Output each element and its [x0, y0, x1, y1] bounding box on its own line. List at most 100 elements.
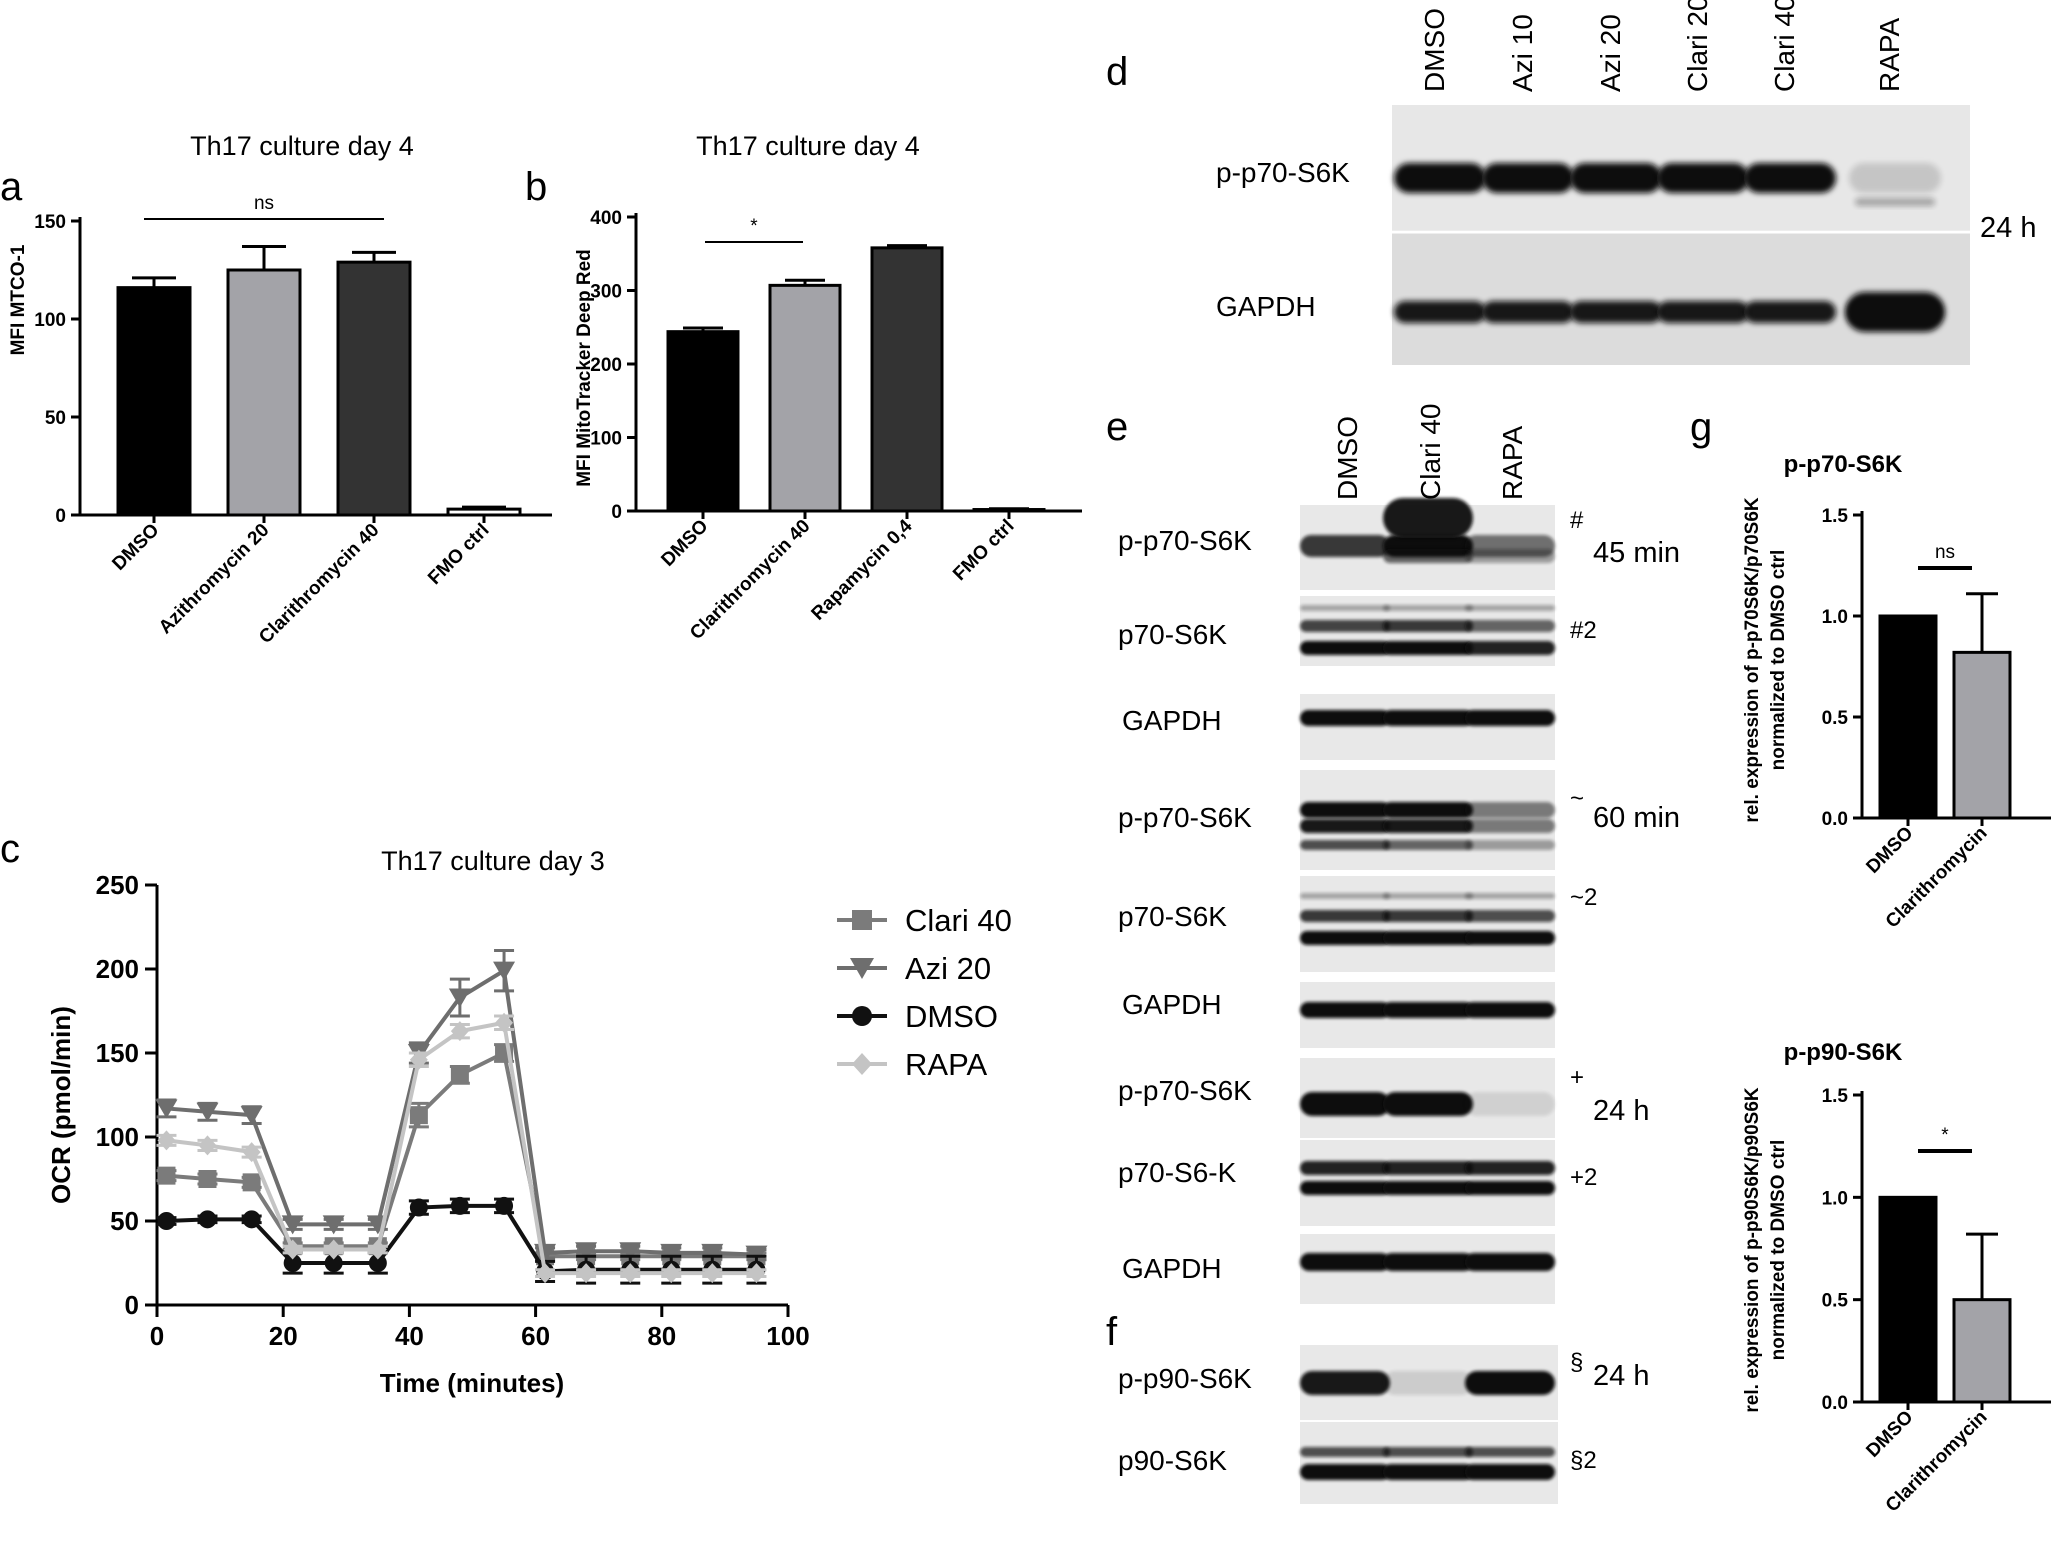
- blot-f-band-p90tot-0: [1300, 1464, 1390, 1480]
- chart-c: Th17 culture day 3 Time (minutes) OCR (p…: [46, 846, 1012, 1398]
- chart-g-bottom-ytick-label-3: 1.5: [1822, 1086, 1849, 1107]
- blot-e-band-3-2-0: [1300, 840, 1390, 850]
- blot-e-band-4-1-1: [1383, 931, 1473, 945]
- blot-e-band-1-2-0: [1300, 605, 1390, 611]
- chart-c-title: Th17 culture day 3: [381, 846, 605, 876]
- chart-c-series-clari-40-legend-label: Clari 40: [905, 903, 1012, 938]
- blot-d-band-gapdh-0: [1394, 301, 1486, 323]
- chart-c-series-rapa-point-0: [157, 1130, 176, 1151]
- chart-b-bar-1: [768, 283, 842, 513]
- chart-c-xlabel: Time (minutes): [380, 1368, 564, 1398]
- blot-e-band-5-0-1: [1383, 1002, 1473, 1018]
- chart-c-series-rapa-point-3: [283, 1239, 302, 1260]
- chart-c-series-rapa-point-12: [662, 1263, 681, 1284]
- chart-b-category-label-3: FMO ctrl: [949, 516, 1018, 585]
- blot-f-band-p90tot-upper-0: [1300, 1447, 1390, 1457]
- blot-e-band-3-0-0: [1300, 802, 1390, 818]
- blot-e-band-6-0-0: [1300, 1092, 1390, 1116]
- chart-c-series-azi-20-point-8: [493, 961, 516, 981]
- chart-a-ytick-label-2: 100: [34, 310, 66, 331]
- chart-c-series-dmso-point-7: [450, 1196, 469, 1215]
- blot-d-lane-label-4: Clari 40: [1769, 0, 1800, 92]
- blot-d-time: 24 h: [1980, 212, 2036, 244]
- chart-a-title: Th17 culture day 4: [190, 131, 414, 161]
- chart-c-ytick-label-4: 200: [96, 954, 139, 984]
- blot-d-band-gapdh-1: [1482, 301, 1574, 323]
- chart-g-top: p-p70-S6K 0.00.51.01.5DMSOClarithromycin…: [1784, 451, 2051, 932]
- blot-e-marker-hash: #: [1570, 507, 1584, 534]
- chart-g-top-bar-1: [1952, 650, 2012, 820]
- chart-a-ytick-label-1: 50: [45, 408, 66, 429]
- chart-c-series-rapa-point-13: [703, 1263, 722, 1284]
- chart-c-series-rapa-legend-marker: [852, 1053, 872, 1075]
- blot-f-strip-1: [1300, 1422, 1558, 1504]
- chart-b-bar-3: [972, 508, 1046, 513]
- chart-c-series-clari-40-point-0: [157, 1166, 176, 1185]
- chart-g-bottom-ytick-label-2: 1.0: [1822, 1188, 1848, 1209]
- blot-e-band-5-0-0: [1300, 1002, 1390, 1018]
- blot-d: p-p70-S6K GAPDH 24 h DMSO Azi 10 Azi 20 Cla…: [1216, 0, 2036, 365]
- blot-e-band-1-0-1: [1383, 620, 1473, 632]
- blot-e-row-label-8: GAPDH: [1122, 1253, 1222, 1284]
- blot-e-marker-plus2: +2: [1570, 1164, 1597, 1191]
- chart-c-ylabel: OCR (pmol/min): [46, 1006, 76, 1204]
- chart-g-bottom-bar-0: [1878, 1195, 1938, 1404]
- blot-d-band-p70-4: [1744, 163, 1836, 193]
- chart-g-top-ytick-label-2: 1.0: [1822, 607, 1848, 628]
- chart-c-series-rapa: [156, 1012, 767, 1284]
- chart-b-ytick-label-1: 100: [590, 429, 622, 450]
- chart-b-ytick-label-3: 300: [590, 282, 622, 303]
- blot-e-row-label-5: GAPDH: [1122, 989, 1222, 1020]
- chart-g-top-ytick-label-0: 0.0: [1822, 809, 1848, 830]
- chart-c-series-rapa-point-5: [368, 1239, 387, 1260]
- chart-c-series-azi-20-point-4: [322, 1215, 345, 1235]
- chart-c-series-dmso-legend-marker: [852, 1006, 872, 1026]
- chart-a-significance-label-0: ns: [254, 193, 274, 214]
- blot-e-marker-hash2: #2: [1570, 617, 1597, 644]
- blot-e-row-label-2: GAPDH: [1122, 705, 1222, 736]
- chart-c-series-rapa-point-4: [324, 1239, 343, 1260]
- blot-e-band-0-1-2: [1465, 549, 1555, 563]
- blot-d-row-label-0: p-p70-S6K: [1216, 157, 1350, 188]
- chart-c-series-rapa-point-10: [577, 1263, 596, 1284]
- chart-g-bottom-significance-label-0: *: [1941, 1125, 1949, 1146]
- blot-e-band-3-2-1: [1383, 840, 1473, 850]
- chart-c-xtick-label-0: 0: [150, 1321, 164, 1351]
- blot-d-band-gapdh-4: [1744, 301, 1836, 323]
- blot-e-marker-tilde2: ~2: [1570, 884, 1597, 911]
- blot-e-time-0: 45 min: [1593, 537, 1680, 569]
- chart-b-category-label-0: DMSO: [657, 516, 712, 571]
- chart-a-category-label-0: DMSO: [108, 520, 163, 575]
- chart-c-series-dmso-point-1: [198, 1210, 217, 1229]
- blot-d-lane-label-3: Clari 20: [1682, 0, 1713, 92]
- blot-e-band-4-0-1: [1383, 910, 1473, 922]
- chart-g-bottom-ytick-label-0: 0.0: [1822, 1393, 1848, 1414]
- chart-a-ytick-label-3: 150: [34, 212, 66, 233]
- blot-e-band-3-2-2: [1465, 840, 1555, 850]
- blot-e-strip-4: [1300, 876, 1555, 972]
- chart-a-bar-0: [116, 286, 192, 517]
- chart-c-series-azi-20-point-7: [448, 988, 471, 1008]
- chart-c-ytick-label-2: 100: [96, 1122, 139, 1152]
- blot-e-band-4-1-0: [1300, 931, 1390, 945]
- blot-e-lane-label-0: DMSO: [1332, 416, 1363, 500]
- blot-e-band-8-0-1: [1383, 1253, 1473, 1271]
- chart-c-xtick-label-2: 40: [395, 1321, 424, 1351]
- blot-e-band-1-1-1: [1383, 641, 1473, 655]
- blot-d-band-gapdh-3: [1657, 301, 1749, 323]
- blot-e-marker-plus: +: [1570, 1064, 1584, 1091]
- chart-g-bottom-title: p-p90-S6K: [1784, 1039, 1903, 1066]
- chart-c-series-rapa-point-7: [450, 1021, 469, 1042]
- blot-e-row-label-1: p70-S6K: [1118, 619, 1227, 650]
- blot-f-marker-section2: §2: [1570, 1447, 1597, 1474]
- chart-c-series-rapa-point-6: [409, 1049, 428, 1070]
- chart-c-series-clari-40-point-6: [409, 1106, 428, 1125]
- chart-c-series-rapa-legend-label: RAPA: [905, 1047, 987, 1082]
- chart-b-title: Th17 culture day 4: [696, 131, 920, 161]
- blot-e-band-4-0-0: [1300, 910, 1390, 922]
- chart-b-category-label-2: Rapamycin 0,4: [808, 515, 917, 624]
- chart-g-top-title: p-p70-S6K: [1784, 451, 1903, 478]
- blot-e-lane-label-2: RAPA: [1497, 426, 1528, 500]
- blot-d-lane-label-5: RAPA: [1874, 18, 1905, 92]
